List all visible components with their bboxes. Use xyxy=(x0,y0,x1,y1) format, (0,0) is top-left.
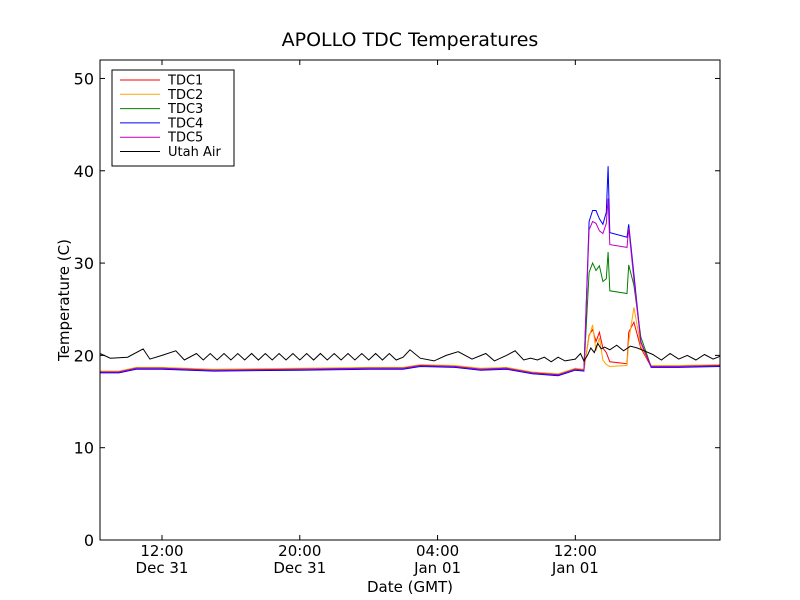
legend-label: TDC5 xyxy=(167,131,203,146)
y-tick-label: 30 xyxy=(74,254,94,273)
x-tick-label-time: 12:00 xyxy=(140,542,183,560)
x-tick-label-date: Jan 01 xyxy=(413,559,461,577)
plot-frame xyxy=(99,59,721,541)
series-line-utah-air xyxy=(99,342,721,363)
y-axis-ticks: 0 10 20 30 40 50 xyxy=(74,69,720,550)
legend-label: TDC2 xyxy=(167,88,203,103)
x-tick-label-date: Jan 01 xyxy=(551,559,599,577)
x-tick-label-date: Dec 31 xyxy=(136,559,189,577)
x-tick-label-time: 20:00 xyxy=(278,542,321,560)
y-tick-label: 40 xyxy=(74,162,94,181)
series-line-tdc4 xyxy=(100,166,721,377)
y-tick-label: 20 xyxy=(74,346,94,365)
plot-series-group xyxy=(99,166,721,377)
legend-label: TDC3 xyxy=(167,102,203,117)
legend-label: TDC4 xyxy=(167,116,203,131)
series-line-tdc5 xyxy=(100,198,721,376)
legend-box xyxy=(111,69,235,167)
y-tick-label: 0 xyxy=(84,531,94,550)
series-line-tdc2 xyxy=(100,307,721,375)
y-tick-label: 50 xyxy=(74,69,94,88)
x-tick-label-date: Dec 31 xyxy=(273,559,326,577)
y-tick-label: 10 xyxy=(74,439,94,458)
x-tick-label-time: 04:00 xyxy=(416,542,459,560)
legend-label: Utah Air xyxy=(168,145,221,160)
y-axis-label: Temperature (C) xyxy=(55,239,73,362)
chart-title: APOLLO TDC Temperatures xyxy=(282,29,539,51)
x-tick-label-time: 12:00 xyxy=(554,542,597,560)
legend-label: TDC1 xyxy=(167,74,203,89)
x-axis-label: Date (GMT) xyxy=(367,578,453,596)
